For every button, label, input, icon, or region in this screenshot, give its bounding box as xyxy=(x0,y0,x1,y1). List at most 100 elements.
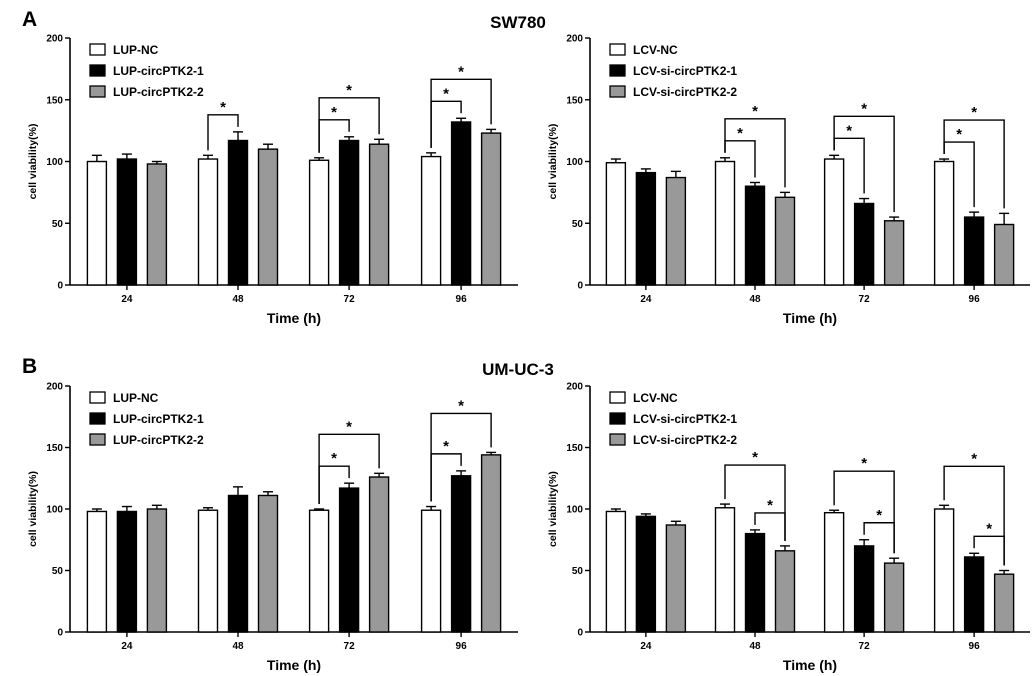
significance-star: * xyxy=(752,103,758,120)
significance-star: * xyxy=(346,82,352,99)
significance-star: * xyxy=(861,100,867,117)
legend-swatch xyxy=(89,43,106,56)
significance-bracket xyxy=(430,412,492,502)
significance-star: * xyxy=(737,125,743,142)
x-tick-label: 72 xyxy=(344,294,356,305)
legend-swatch xyxy=(609,412,626,425)
legend-entry: LUP-NC xyxy=(113,43,159,57)
significance-bracket xyxy=(943,119,1005,209)
bar xyxy=(450,121,472,286)
x-tick-label: 72 xyxy=(859,641,871,652)
legend-swatch xyxy=(89,433,106,446)
bar xyxy=(714,160,736,286)
legend-swatch xyxy=(89,412,106,425)
y-tick-label: 50 xyxy=(52,566,64,577)
significance-bracket xyxy=(724,464,786,541)
panel-title-a: SW780 xyxy=(490,13,546,32)
x-tick-label: 96 xyxy=(969,294,981,305)
significance-bracket xyxy=(724,118,786,188)
bar xyxy=(883,562,905,633)
bar xyxy=(605,162,627,286)
bar xyxy=(146,508,168,633)
bar xyxy=(308,509,330,633)
bar xyxy=(227,139,249,286)
y-axis-title: cell viability(%) xyxy=(547,124,559,200)
y-tick-label: 200 xyxy=(46,34,63,45)
x-axis-title: Time (h) xyxy=(267,657,321,673)
legend-entry: LCV-si-circPTK2-1 xyxy=(633,412,737,426)
bar xyxy=(368,143,390,286)
chart-umuc3-lcv: 0 50 100 150 200 cell viability(%) 24 48 72 96 Tim… xyxy=(547,382,1030,673)
x-tick-label: 72 xyxy=(344,641,356,652)
significance-star: * xyxy=(220,99,226,116)
bar xyxy=(86,160,108,286)
legend-swatch xyxy=(609,433,626,446)
bar xyxy=(883,220,905,286)
x-axis-title: Time (h) xyxy=(783,310,837,326)
x-axis-title: Time (h) xyxy=(267,310,321,326)
bar xyxy=(116,158,138,286)
significance-star: * xyxy=(443,85,449,102)
y-tick-label: 50 xyxy=(572,566,584,577)
y-tick-label: 200 xyxy=(46,382,63,393)
legend-entry: LCV-si-circPTK2-2 xyxy=(633,433,737,447)
x-axis-title: Time (h) xyxy=(783,657,837,673)
bar xyxy=(480,132,502,286)
y-tick-label: 50 xyxy=(572,219,584,230)
bar xyxy=(963,556,985,633)
significance-star: * xyxy=(846,122,852,139)
legend-swatch xyxy=(609,391,626,404)
y-tick-label: 0 xyxy=(577,628,583,639)
x-tick-label: 24 xyxy=(640,641,652,652)
bar xyxy=(197,158,219,286)
bar xyxy=(146,163,168,286)
significance-star: * xyxy=(986,520,992,537)
significance-bracket xyxy=(833,115,895,213)
y-tick-label: 150 xyxy=(46,443,63,454)
bar xyxy=(963,216,985,286)
bar xyxy=(227,494,249,633)
bar xyxy=(933,508,955,633)
significance-star: * xyxy=(443,438,449,455)
bar xyxy=(420,155,442,286)
significance-star: * xyxy=(458,397,464,414)
legend-swatch xyxy=(89,64,106,77)
y-tick-label: 0 xyxy=(577,281,583,292)
x-tick-label: 96 xyxy=(456,294,468,305)
x-tick-label: 48 xyxy=(749,641,761,652)
y-tick-label: 100 xyxy=(566,157,583,168)
bar xyxy=(993,223,1015,286)
y-tick-label: 100 xyxy=(46,157,63,168)
bar xyxy=(635,171,657,286)
bar xyxy=(368,476,390,633)
bar xyxy=(338,139,360,286)
significance-star: * xyxy=(767,497,773,514)
bar xyxy=(420,509,442,633)
significance-bracket xyxy=(943,465,1005,566)
x-tick-label: 48 xyxy=(232,294,244,305)
bar xyxy=(308,159,330,286)
bar xyxy=(197,509,219,633)
legend-entry: LCV-NC xyxy=(633,43,678,57)
y-tick-label: 0 xyxy=(57,628,63,639)
y-tick-label: 200 xyxy=(566,382,583,393)
significance-bracket xyxy=(833,470,895,554)
y-tick-label: 100 xyxy=(566,505,583,516)
y-tick-label: 150 xyxy=(566,443,583,454)
legend-entry: LCV-si-circPTK2-2 xyxy=(633,85,737,99)
y-axis-title: cell viability(%) xyxy=(547,471,559,547)
bar xyxy=(774,550,796,633)
panel-letter-b: B xyxy=(22,355,37,378)
y-tick-label: 50 xyxy=(52,219,64,230)
y-tick-label: 150 xyxy=(46,95,63,106)
significance-star: * xyxy=(331,450,337,467)
x-tick-label: 48 xyxy=(749,294,761,305)
x-tick-label: 96 xyxy=(969,641,981,652)
bar xyxy=(116,510,138,633)
bar xyxy=(744,532,766,633)
panel-title-b: UM-UC-3 xyxy=(482,360,554,379)
significance-star: * xyxy=(752,449,758,466)
bar xyxy=(86,510,108,633)
bar xyxy=(823,158,845,286)
